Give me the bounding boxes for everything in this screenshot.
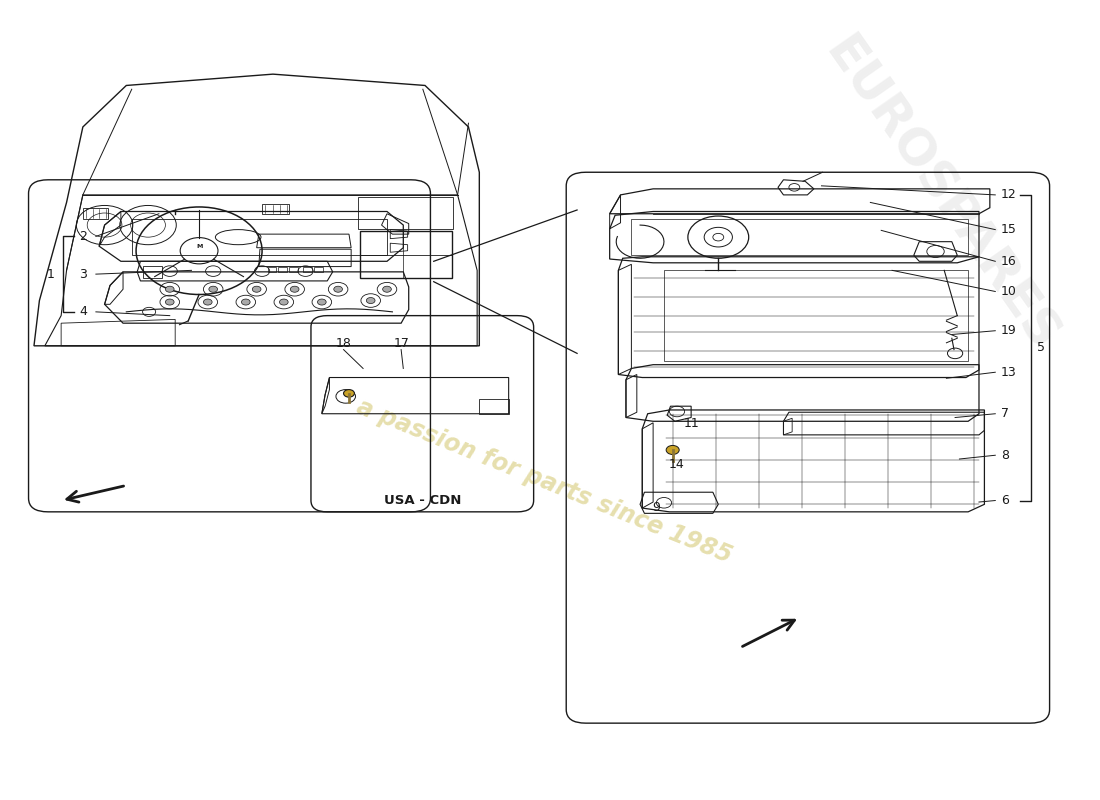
Circle shape xyxy=(366,298,375,303)
Text: 15: 15 xyxy=(1001,223,1016,236)
Circle shape xyxy=(252,286,261,292)
Circle shape xyxy=(667,446,679,454)
Text: M: M xyxy=(196,245,202,250)
Text: 3: 3 xyxy=(79,268,87,281)
Text: 4: 4 xyxy=(79,306,87,318)
Text: 6: 6 xyxy=(1001,494,1009,507)
Text: USA - CDN: USA - CDN xyxy=(384,494,462,507)
Text: 9: 9 xyxy=(652,501,660,514)
Text: 18: 18 xyxy=(336,337,352,350)
Text: 14: 14 xyxy=(669,458,685,471)
Text: 19: 19 xyxy=(1001,324,1016,338)
Text: 8: 8 xyxy=(1001,449,1009,462)
Circle shape xyxy=(279,299,288,305)
Text: 17: 17 xyxy=(393,337,409,350)
Circle shape xyxy=(343,390,354,397)
Circle shape xyxy=(165,299,174,305)
Text: 7: 7 xyxy=(1001,407,1009,420)
Circle shape xyxy=(383,286,392,292)
Circle shape xyxy=(165,286,174,292)
Text: 11: 11 xyxy=(683,417,698,430)
Text: 16: 16 xyxy=(1001,254,1016,268)
Text: a passion for parts since 1985: a passion for parts since 1985 xyxy=(353,395,736,568)
Circle shape xyxy=(204,299,212,305)
Text: 10: 10 xyxy=(1001,285,1016,298)
Circle shape xyxy=(209,286,218,292)
Circle shape xyxy=(290,286,299,292)
Text: 13: 13 xyxy=(1001,366,1016,378)
Text: 2: 2 xyxy=(79,230,87,243)
Circle shape xyxy=(241,299,250,305)
Text: 1: 1 xyxy=(46,268,55,281)
Text: EUROSPARES: EUROSPARES xyxy=(815,29,1067,361)
Text: 12: 12 xyxy=(1001,188,1016,202)
Circle shape xyxy=(318,299,327,305)
Circle shape xyxy=(333,286,342,292)
Text: 5: 5 xyxy=(1036,342,1045,354)
